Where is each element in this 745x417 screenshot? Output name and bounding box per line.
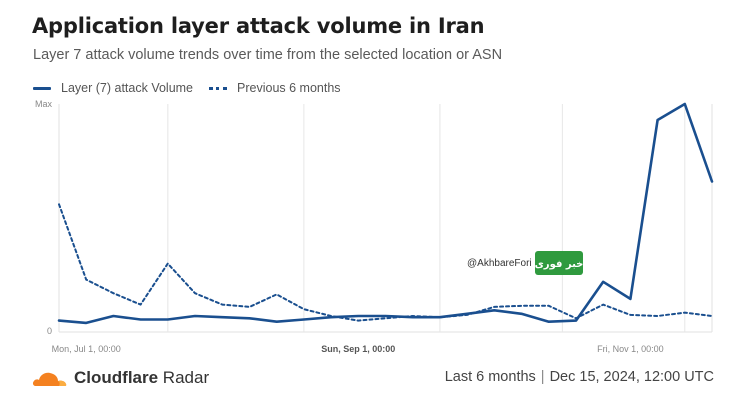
attack-volume-line <box>57 102 714 325</box>
watermark-logo: خبر فوری <box>534 251 583 275</box>
legend-label-current: Layer (7) attack Volume <box>61 81 194 95</box>
radar-product: Radar <box>162 368 210 387</box>
watermark-handle: @AkhbareFori <box>466 256 533 270</box>
chart-subtitle: Layer 7 attack volume trends over time f… <box>33 47 503 63</box>
watermark: @AkhbareFori خبر فوری <box>466 251 583 275</box>
legend-item-current[interactable]: Layer (7) attack Volume <box>33 81 193 95</box>
legend-swatch-dotted <box>209 86 228 90</box>
chart-title: Application layer attack volume in Iran <box>32 14 485 38</box>
range-separator: | <box>540 369 545 385</box>
cloudflare-brand: Cloudflare <box>74 368 159 387</box>
cloudflare-cloud-icon <box>32 372 67 386</box>
timestamp-label: Dec 15, 2024, 12:00 UTC <box>549 369 714 385</box>
date-range-info: Last 6 months | Dec 15, 2024, 12:00 UTC <box>445 369 714 385</box>
legend-label-previous: Previous 6 months <box>237 81 341 95</box>
chart-legend: Layer (7) attack Volume Previous 6 month… <box>33 80 357 96</box>
watermark-logo-text: خبر فوری <box>535 259 583 270</box>
x-tick-label: Mon, Jul 1, 00:00 <box>52 344 121 354</box>
x-tick-label: Fri, Nov 1, 00:00 <box>597 344 664 354</box>
legend-swatch-solid <box>33 86 51 90</box>
range-label: Last 6 months <box>444 369 536 385</box>
y-tick-label: Max <box>35 99 53 109</box>
cloudflare-radar-logo[interactable]: Cloudflare Radar <box>32 368 209 388</box>
y-tick-label: 0 <box>47 326 52 336</box>
x-tick-label: Sun, Sep 1, 00:00 <box>321 344 395 354</box>
previous-6-months-line <box>58 203 713 322</box>
legend-item-previous[interactable]: Previous 6 months <box>209 81 341 95</box>
